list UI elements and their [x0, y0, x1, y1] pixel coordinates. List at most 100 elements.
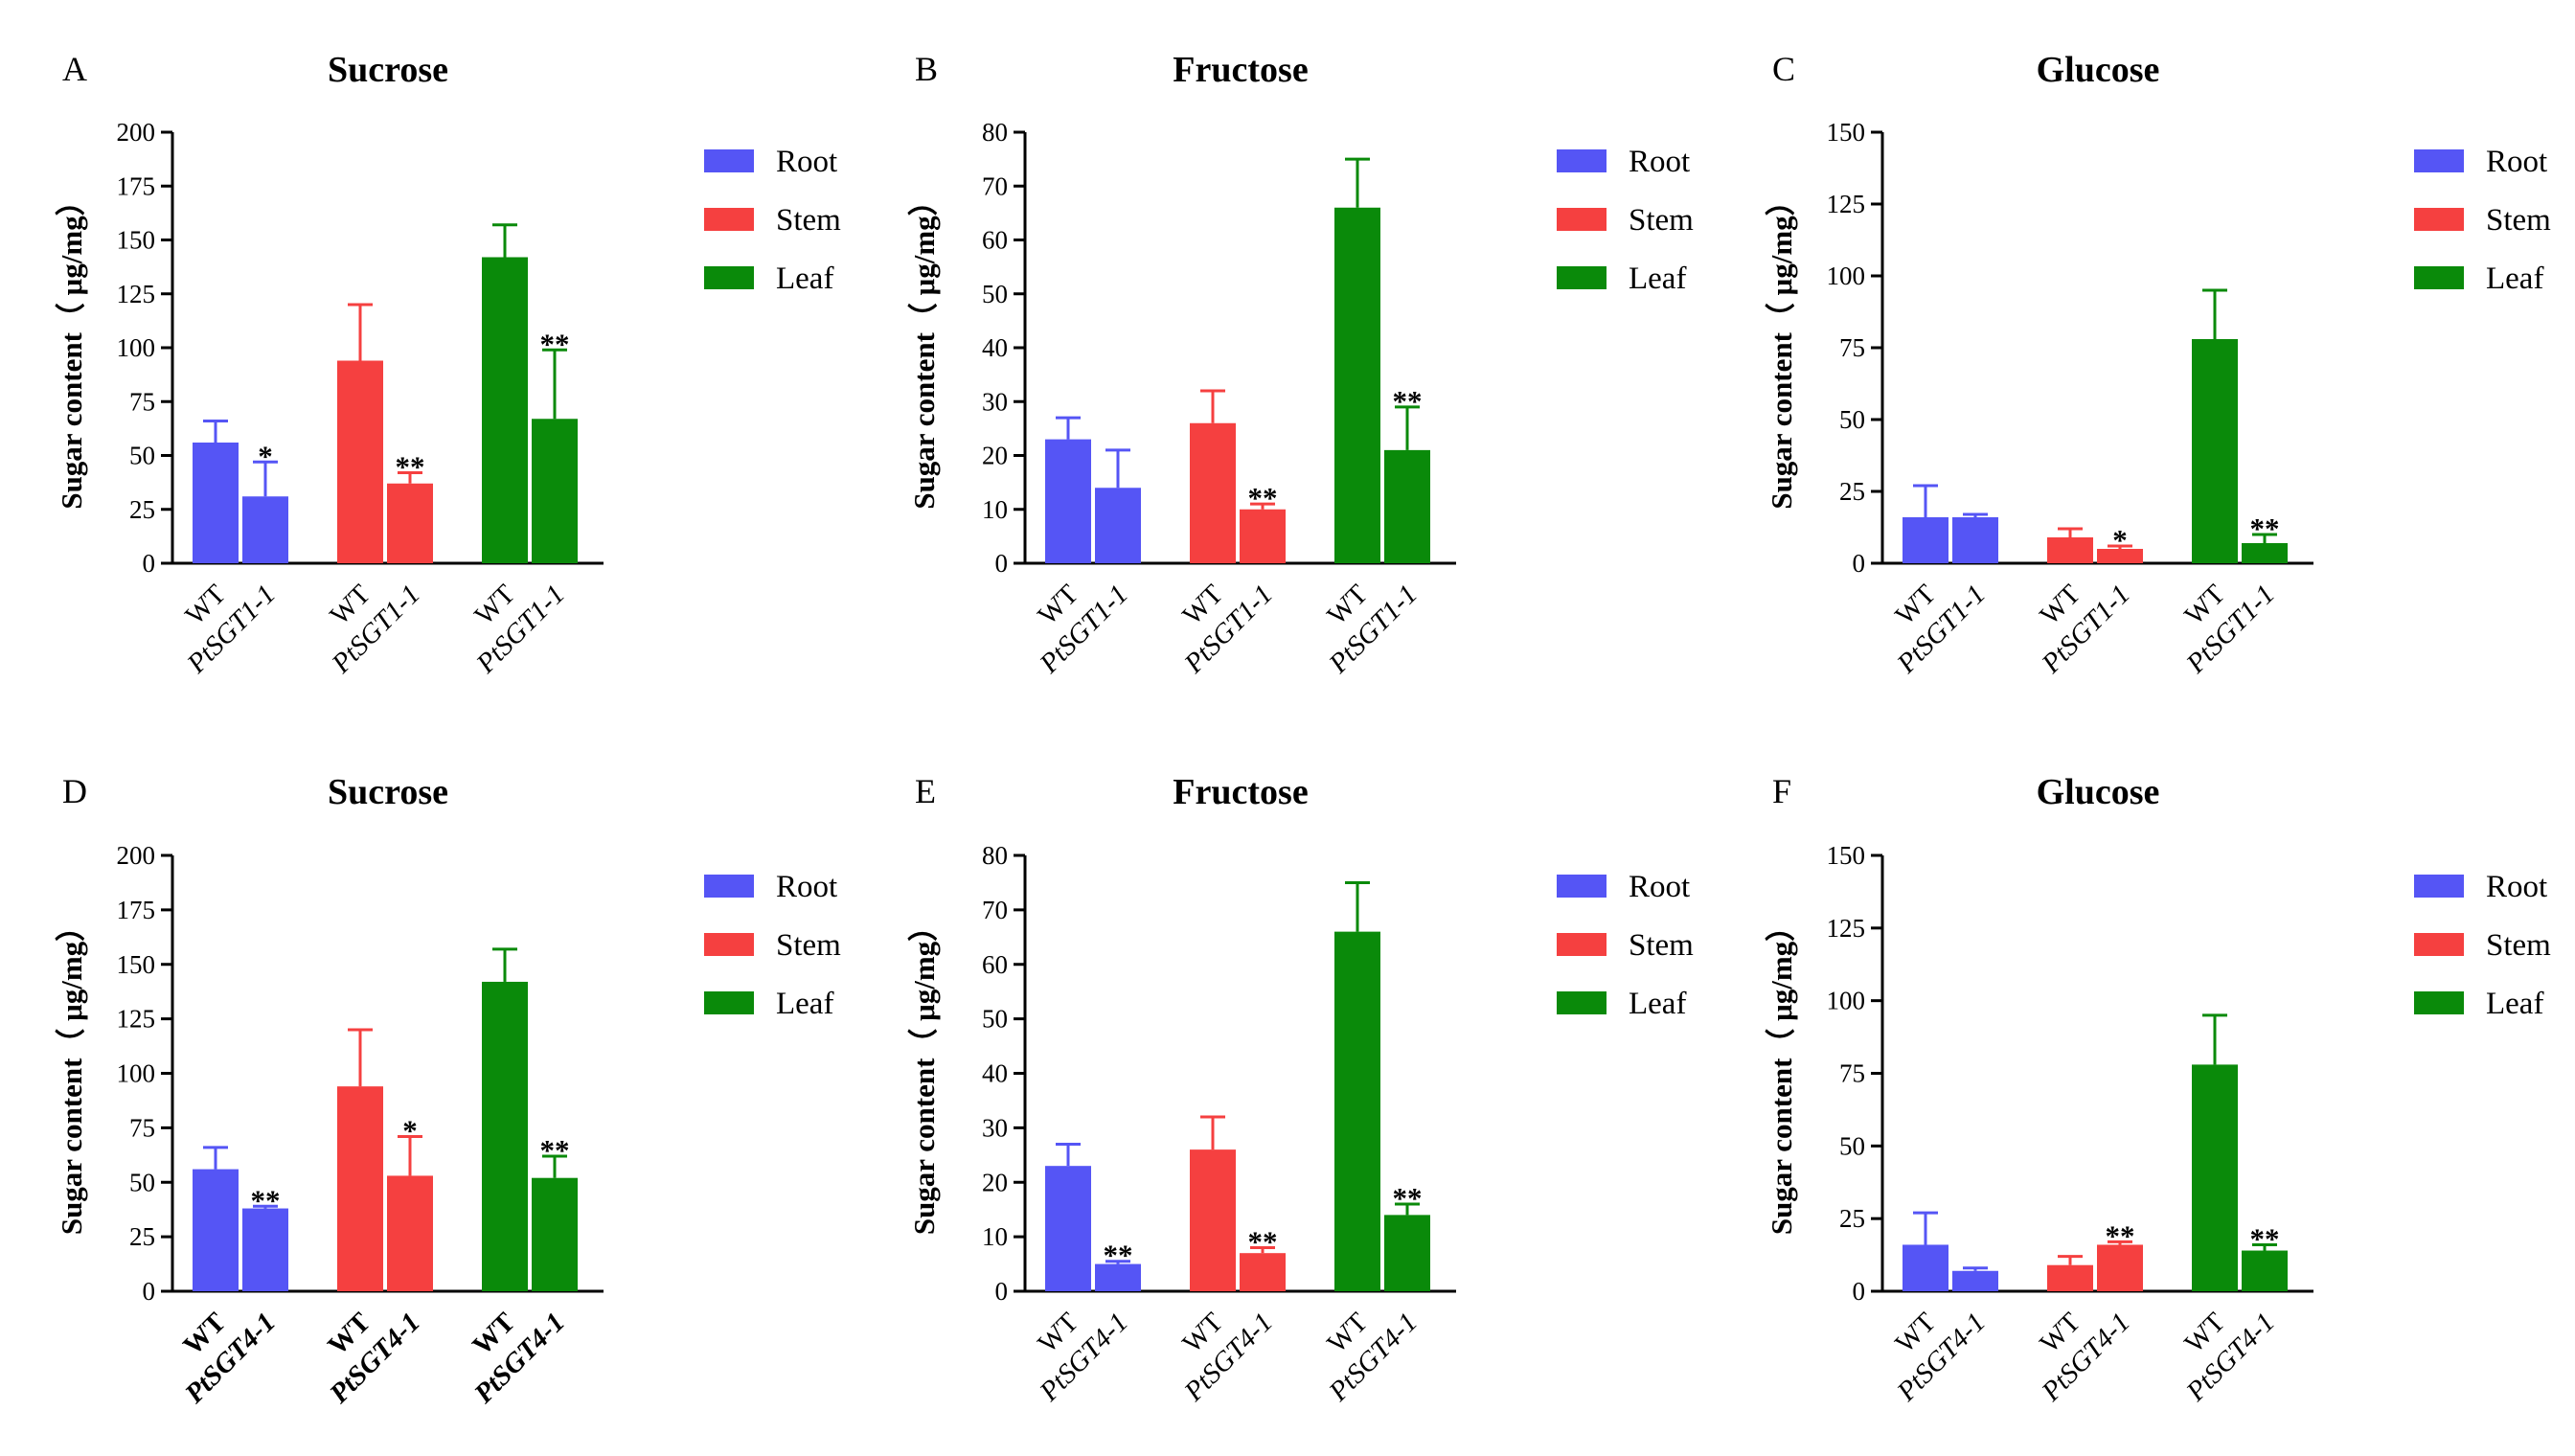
bar-group-leaf: WT**PtSGT1-1 — [2178, 288, 2288, 680]
significance-marker: ** — [1248, 481, 1278, 514]
y-tick-label: 20 — [982, 442, 1008, 470]
y-axis-label: Sugar content（ μg/mg） — [907, 186, 941, 509]
bar-root-mutant — [1952, 517, 1998, 563]
y-axis-label: Sugar content（ μg/mg） — [1765, 186, 1798, 509]
legend-swatch-leaf — [1557, 266, 1607, 289]
panel-letter: D — [62, 772, 87, 810]
panel-c: C Glucose Sugar content（ μg/mg） 0 25 50 75 100 1… — [1765, 50, 2551, 680]
significance-marker: ** — [2250, 512, 2280, 545]
bar-group-leaf: WT**PtSGT4-1 — [2178, 1013, 2288, 1408]
y-tick-label: 0 — [143, 549, 156, 578]
y-tick-label: 125 — [1827, 914, 1866, 943]
bar-group-stem: WT**PtSGT4-1 — [1176, 1115, 1286, 1408]
bar-stem-wt — [337, 1086, 383, 1291]
legend-swatch-root — [1557, 149, 1607, 172]
y-axis-label: Sugar content（ μg/mg） — [55, 912, 88, 1235]
bar-leaf-mutant — [2242, 543, 2288, 563]
panel-e: E Fructose Sugar content（ μg/mg） 0 10 20 30 40 5… — [907, 772, 1694, 1408]
panel-a: A Sucrose Sugar content（ μg/mg） 0 25 50 75 100 1… — [55, 50, 841, 680]
bar-stem-wt — [337, 360, 383, 563]
y-tick-label: 150 — [1827, 841, 1866, 870]
legend-label-leaf: Leaf — [776, 262, 833, 296]
chart-title: Fructose — [1173, 50, 1308, 90]
legend-label-root: Root — [1629, 870, 1690, 904]
legend-label-stem: Stem — [776, 928, 841, 963]
chart-title: Sucrose — [328, 50, 448, 90]
significance-marker: * — [258, 439, 273, 472]
bar-group-leaf: WT**PtSGT1-1 — [468, 223, 578, 680]
bar-group-stem: WT*PtSGT1-1 — [2034, 523, 2143, 680]
legend-swatch-leaf — [704, 991, 754, 1014]
significance-marker: ** — [1393, 384, 1423, 418]
significance-marker: ** — [251, 1183, 281, 1217]
legend-label-stem: Stem — [2486, 203, 2551, 238]
panel-d: D Sucrose Sugar content（ μg/mg） 0 25 50 75 100 1… — [55, 772, 841, 1410]
bar-leaf-mutant — [1384, 1215, 1430, 1291]
legend-label-stem: Stem — [1629, 928, 1694, 963]
y-tick-label: 150 — [117, 950, 156, 979]
bar-leaf-wt — [482, 981, 528, 1291]
significance-marker: ** — [540, 1133, 570, 1167]
y-tick-label: 10 — [982, 1222, 1008, 1251]
y-tick-label: 75 — [1839, 333, 1865, 362]
y-tick-label: 200 — [117, 118, 156, 147]
legend-swatch-stem — [1557, 208, 1607, 231]
bar-root-wt — [193, 443, 239, 563]
legend-label-root: Root — [776, 145, 837, 179]
chart-title: Glucose — [2037, 772, 2160, 812]
legend-swatch-leaf — [704, 266, 754, 289]
bar-root-wt — [1045, 439, 1091, 563]
y-tick-label: 25 — [129, 495, 155, 524]
bar-root-mutant — [242, 496, 288, 563]
bar-root-wt — [193, 1169, 239, 1291]
legend-swatch-leaf — [1557, 991, 1607, 1014]
panel-letter: C — [1772, 50, 1795, 88]
legend-swatch-root — [704, 149, 754, 172]
y-tick-label: 70 — [982, 896, 1008, 924]
legend-label-root: Root — [2486, 145, 2547, 179]
y-tick-label: 25 — [1839, 477, 1865, 506]
y-tick-label: 50 — [1839, 1131, 1865, 1160]
significance-marker: ** — [1393, 1181, 1423, 1215]
y-tick-label: 0 — [995, 1277, 1009, 1306]
legend-label-stem: Stem — [1629, 203, 1694, 238]
bar-leaf-mutant — [532, 419, 578, 563]
significance-marker: ** — [2250, 1221, 2280, 1255]
y-tick-label: 75 — [129, 387, 155, 416]
bar-root-wt — [1903, 1244, 1948, 1291]
chart-title: Fructose — [1173, 772, 1308, 812]
y-tick-label: 20 — [982, 1168, 1008, 1196]
significance-marker: ** — [1248, 1225, 1278, 1259]
bar-stem-mutant — [1240, 509, 1286, 563]
y-tick-label: 25 — [1839, 1204, 1865, 1233]
legend-swatch-root — [704, 875, 754, 898]
y-tick-label: 150 — [117, 226, 156, 255]
legend-swatch-leaf — [2414, 991, 2464, 1014]
legend-swatch-stem — [2414, 933, 2464, 956]
y-tick-label: 30 — [982, 387, 1008, 416]
bar-root-mutant — [242, 1208, 288, 1291]
y-tick-label: 50 — [1839, 405, 1865, 434]
legend-swatch-root — [1557, 875, 1607, 898]
panel-letter: B — [915, 50, 938, 88]
y-tick-label: 100 — [117, 1059, 156, 1088]
bar-stem-wt — [1190, 422, 1236, 563]
y-tick-label: 60 — [982, 226, 1008, 255]
bar-group-leaf: WT**PtSGT4-1 — [1321, 880, 1430, 1408]
y-tick-label: 50 — [982, 1005, 1008, 1034]
significance-marker: ** — [2106, 1218, 2135, 1252]
legend: Root Stem Leaf — [2414, 870, 2551, 1021]
legend-label-leaf: Leaf — [1629, 262, 1686, 296]
bar-stem-mutant — [1240, 1253, 1286, 1291]
significance-marker: ** — [540, 327, 570, 360]
y-tick-label: 80 — [982, 841, 1008, 870]
bar-leaf-wt — [2192, 1064, 2238, 1291]
bar-root-mutant — [1095, 1263, 1141, 1291]
bar-group-root: WT*PtSGT1-1 — [179, 420, 288, 680]
y-tick-label: 80 — [982, 118, 1008, 147]
bar-group-stem: WT*PtSGT4-1 — [322, 1028, 433, 1410]
bar-stem-mutant — [2097, 549, 2143, 563]
bar-stem-wt — [2047, 537, 2093, 563]
